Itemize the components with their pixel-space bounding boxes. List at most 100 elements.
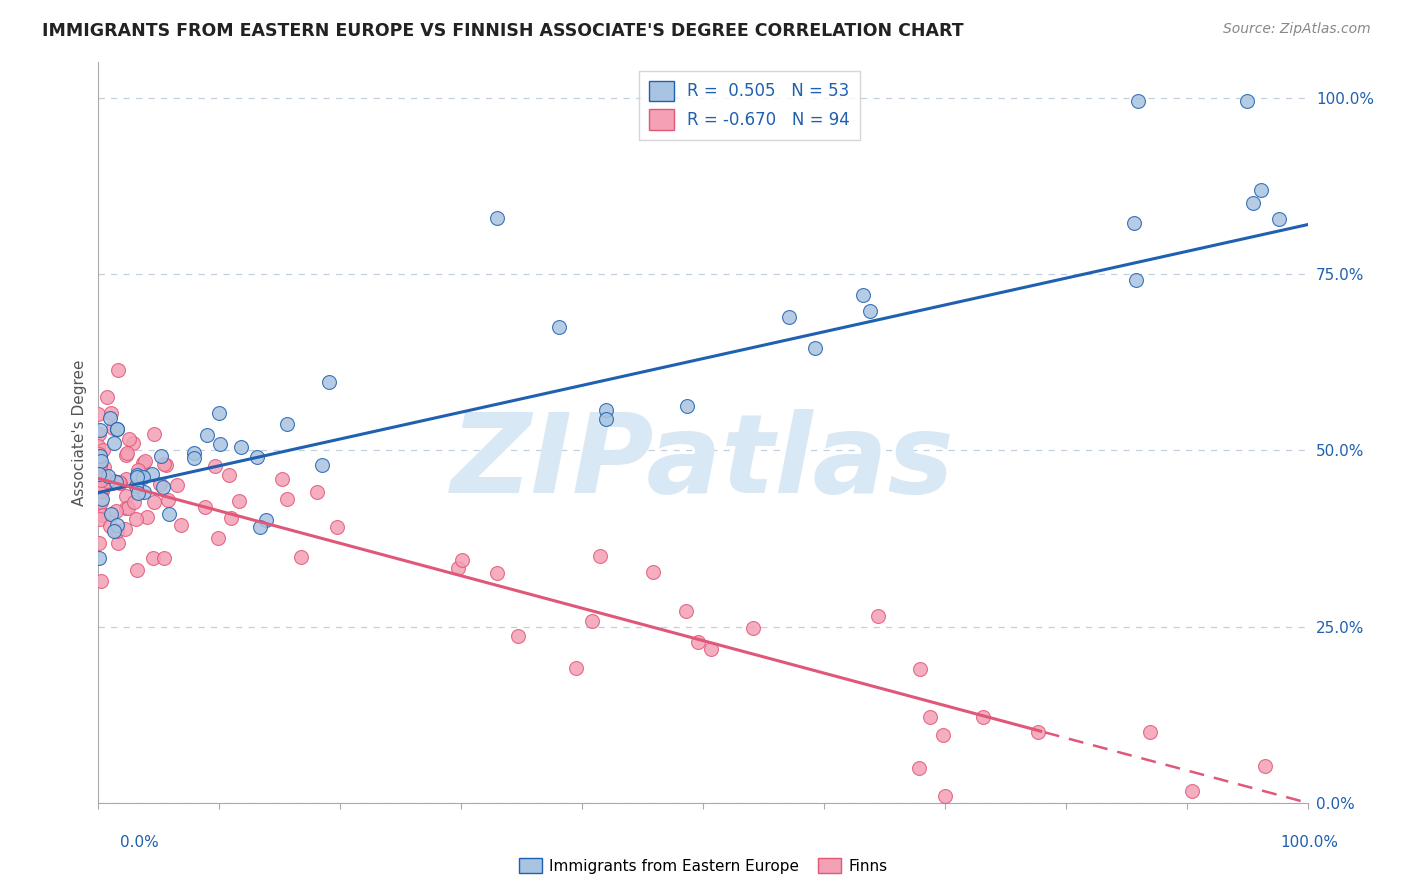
Point — [276, 491, 298, 506]
Point — [934, 789, 956, 803]
Point — [93, 460, 115, 475]
Point — [565, 661, 588, 675]
Point — [485, 566, 508, 581]
Point — [90, 474, 112, 488]
Point — [93, 470, 115, 484]
Point — [1139, 724, 1161, 739]
Point — [1267, 211, 1289, 226]
Point — [486, 211, 509, 225]
Point — [105, 475, 128, 489]
Point — [741, 621, 763, 635]
Point — [157, 507, 180, 521]
Point — [87, 536, 110, 550]
Point — [1125, 273, 1147, 287]
Point — [195, 428, 218, 442]
Legend: Immigrants from Eastern Europe, Finns: Immigrants from Eastern Europe, Finns — [513, 852, 893, 880]
Point — [89, 459, 111, 474]
Point — [93, 468, 115, 483]
Point — [1241, 195, 1264, 210]
Text: ZIPatlas: ZIPatlas — [451, 409, 955, 516]
Point — [87, 467, 110, 481]
Point — [276, 417, 298, 432]
Point — [87, 459, 110, 474]
Point — [141, 467, 163, 482]
Point — [117, 446, 139, 460]
Point — [103, 436, 125, 450]
Point — [90, 483, 112, 498]
Text: 0.0%: 0.0% — [120, 836, 159, 850]
Point — [157, 492, 180, 507]
Text: IMMIGRANTS FROM EASTERN EUROPE VS FINNISH ASSOCIATE'S DEGREE CORRELATION CHART: IMMIGRANTS FROM EASTERN EUROPE VS FINNIS… — [42, 22, 963, 40]
Point — [676, 399, 699, 413]
Point — [89, 550, 111, 565]
Point — [142, 551, 165, 566]
Point — [107, 362, 129, 376]
Point — [1128, 94, 1150, 108]
Point — [105, 524, 128, 539]
Point — [311, 458, 333, 473]
Point — [326, 519, 349, 533]
Point — [595, 403, 617, 417]
Point — [103, 524, 125, 538]
Point — [547, 320, 569, 334]
Point — [246, 450, 269, 464]
Point — [135, 509, 157, 524]
Point — [127, 463, 149, 477]
Point — [183, 446, 205, 460]
Point — [100, 406, 122, 420]
Point — [105, 422, 128, 436]
Point — [149, 476, 172, 491]
Text: 100.0%: 100.0% — [1281, 836, 1339, 850]
Point — [127, 470, 149, 484]
Point — [107, 536, 129, 550]
Point — [852, 288, 875, 302]
Point — [207, 531, 229, 545]
Point — [122, 436, 145, 450]
Point — [132, 456, 155, 470]
Point — [1254, 759, 1277, 773]
Point — [208, 436, 231, 450]
Point — [290, 550, 312, 565]
Point — [87, 407, 110, 421]
Point — [641, 565, 664, 579]
Point — [142, 427, 165, 442]
Point — [228, 494, 250, 508]
Point — [97, 469, 120, 483]
Point — [778, 310, 800, 324]
Point — [108, 475, 131, 489]
Point — [96, 474, 118, 488]
Point — [908, 662, 931, 676]
Text: Source: ZipAtlas.com: Source: ZipAtlas.com — [1223, 22, 1371, 37]
Point — [170, 518, 193, 533]
Point — [131, 470, 153, 484]
Point — [908, 761, 931, 775]
Point — [118, 432, 141, 446]
Point — [581, 614, 603, 628]
Point — [249, 520, 271, 534]
Point — [98, 519, 121, 533]
Legend: R =  0.505   N = 53, R = -0.670   N = 94: R = 0.505 N = 53, R = -0.670 N = 94 — [638, 70, 860, 140]
Point — [87, 438, 110, 452]
Point — [204, 458, 226, 473]
Point — [866, 608, 889, 623]
Point — [218, 468, 240, 483]
Point — [127, 486, 149, 500]
Point — [108, 476, 131, 491]
Point — [183, 450, 205, 465]
Point — [125, 563, 148, 577]
Point — [124, 494, 146, 508]
Point — [125, 467, 148, 482]
Point — [451, 553, 474, 567]
Point — [254, 513, 277, 527]
Point — [134, 484, 156, 499]
Point — [1123, 216, 1146, 230]
Point — [1236, 94, 1258, 108]
Point — [87, 447, 110, 461]
Point — [90, 574, 112, 589]
Point — [1028, 725, 1050, 739]
Point — [152, 480, 174, 494]
Point — [87, 503, 110, 517]
Point — [166, 478, 188, 492]
Point — [155, 458, 177, 472]
Point — [105, 517, 128, 532]
